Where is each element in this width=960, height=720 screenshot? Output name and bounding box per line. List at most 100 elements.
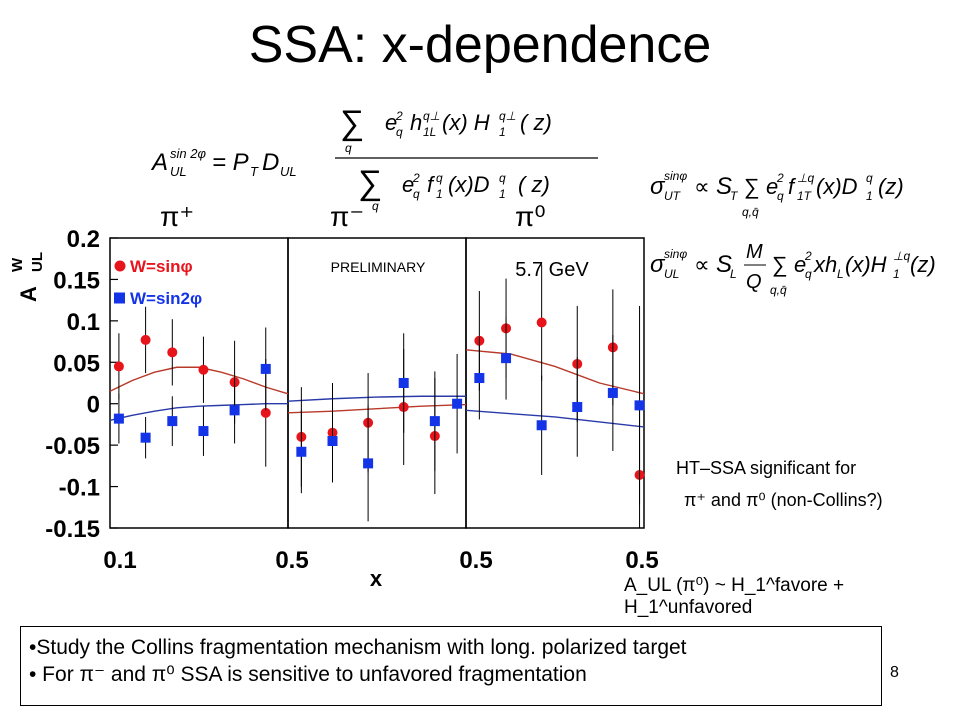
panel-label: π⁻ <box>330 201 364 232</box>
svg-text:f: f <box>788 174 797 199</box>
data-point-sin2phi <box>296 446 307 457</box>
svg-text:q⊥: q⊥ <box>499 109 516 123</box>
svg-text:q: q <box>777 189 784 203</box>
svg-text:T: T <box>250 164 259 179</box>
panel-label: π⁰ <box>515 201 546 232</box>
data-point-sinphi <box>198 364 209 375</box>
data-point-sin2phi <box>536 420 547 431</box>
svg-text:q,q̄: q,q̄ <box>770 283 787 297</box>
ht-note-line2: π⁺ and π⁰ (non-Collins?) <box>684 490 883 510</box>
data-point-sin2phi <box>429 416 440 427</box>
svg-text:1: 1 <box>499 125 506 139</box>
page-number: 8 <box>890 664 899 681</box>
svg-text:2: 2 <box>776 171 784 185</box>
svg-text:q: q <box>866 171 873 185</box>
slide-title: SSA: x-dependence <box>248 16 712 74</box>
sigma-ul-formula: σ sinφ UL ∝ S L M Q ∑ q,q̄ e 2 q xh L (x… <box>650 241 936 297</box>
data-point-sin2phi <box>572 402 583 413</box>
svg-text:∑: ∑ <box>772 252 788 277</box>
svg-text:1: 1 <box>499 187 506 201</box>
model-curve <box>465 409 645 428</box>
svg-text:h: h <box>410 110 422 135</box>
svg-text:⊥q: ⊥q <box>893 249 910 263</box>
x-tick-label: 0.5 <box>459 547 492 574</box>
formula-equals: = P <box>212 149 249 176</box>
svg-text:σ: σ <box>650 173 666 200</box>
panel-frame-1 <box>287 237 467 529</box>
svg-text:⊥q: ⊥q <box>797 171 814 185</box>
svg-text:M: M <box>746 241 763 263</box>
data-point-sin2phi <box>167 416 178 427</box>
svg-text:T: T <box>730 189 739 203</box>
panel-frame-0 <box>109 237 289 529</box>
data-point-sin2phi <box>113 413 124 424</box>
svg-text:1: 1 <box>893 267 900 281</box>
asymmetry-formula: A sin 2φ UL = P T D UL ∑ q e 2 q h q⊥ 1L… <box>150 104 598 213</box>
svg-text:q: q <box>396 125 403 139</box>
svg-text:(x)D: (x)D <box>816 174 858 199</box>
svg-text:2: 2 <box>395 109 403 123</box>
svg-text:2: 2 <box>412 171 420 185</box>
svg-text:UL: UL <box>29 252 46 272</box>
svg-text:∑: ∑ <box>744 174 760 199</box>
sigma-ut-formula: σ sinφ UT ∝ S T ∑ q,q̄ e 2 q f ⊥q 1T (x)… <box>650 169 904 219</box>
legend-label: W=sin2φ <box>130 289 202 308</box>
svg-text:1T: 1T <box>797 189 813 203</box>
panel-label: π⁺ <box>160 201 194 232</box>
y-tick-label: -0.1 <box>59 475 100 502</box>
y-tick-label: -0.15 <box>45 516 100 543</box>
y-tick-label: 0.2 <box>67 226 100 253</box>
svg-text:(x)D: (x)D <box>448 172 490 197</box>
svg-text:∝: ∝ <box>694 252 710 277</box>
ssa-chart: 0.20.150.10.050-0.05-0.1-0.150.1 0.5 0.5 0.… <box>9 201 659 591</box>
svg-text:q⊥: q⊥ <box>423 109 440 123</box>
model-curve <box>287 395 466 402</box>
data-point-sin2phi <box>634 400 645 411</box>
svg-text:S: S <box>716 173 732 200</box>
svg-text:A: A <box>16 286 41 302</box>
svg-text:L: L <box>837 267 844 281</box>
x-tick-label: 0.5 <box>625 547 658 574</box>
model-curve <box>287 403 467 414</box>
model-curve <box>109 366 289 395</box>
y-tick-label: 0.1 <box>67 309 100 336</box>
svg-text:1: 1 <box>436 187 443 201</box>
svg-text:f: f <box>427 172 436 197</box>
svg-text:q: q <box>372 199 379 213</box>
svg-text:xh: xh <box>813 252 837 277</box>
data-point-sin2phi <box>398 378 409 388</box>
svg-text:q: q <box>499 171 506 185</box>
svg-text:q,q̄: q,q̄ <box>742 205 759 219</box>
svg-text:(x) H: (x) H <box>442 110 490 135</box>
svg-text:(z): (z) <box>878 174 904 199</box>
data-point-sin2phi <box>607 387 618 398</box>
legend-label: W=sinφ <box>130 257 193 276</box>
data-point-sin2phi <box>474 373 485 384</box>
x-tick-label: 0.5 <box>275 547 308 574</box>
ht-note-line1: HT–SSA significant for <box>676 458 857 478</box>
data-point-sin2phi <box>140 432 151 443</box>
svg-text:q: q <box>436 171 443 185</box>
svg-text:UT: UT <box>664 189 682 203</box>
data-point-sinphi <box>140 334 151 345</box>
svg-text:D: D <box>262 149 279 176</box>
svg-text:σ: σ <box>650 251 666 278</box>
svg-text:q: q <box>413 187 420 201</box>
formula-lhs-sub: UL <box>170 164 187 179</box>
aul-relation: A_UL (π⁰) ~ H_1^favore + H_1^unfavored <box>624 575 845 618</box>
energy-label: 5.7 GeV <box>515 259 589 281</box>
data-point-sinphi <box>113 361 124 372</box>
model-curve <box>109 403 288 421</box>
formula-lhs-sup: sin 2φ <box>170 146 206 161</box>
model-curve <box>465 349 645 395</box>
data-point-sin2phi <box>327 436 338 446</box>
data-point-sin2phi <box>363 458 374 469</box>
data-point-sin2phi <box>452 398 463 409</box>
y-axis-label: A ULW <box>9 252 46 302</box>
svg-text:e: e <box>794 252 806 277</box>
y-tick-label: 0.15 <box>53 267 100 294</box>
bullet-collins: •Study the Collins fragmentation mechani… <box>29 636 687 659</box>
data-point-sinphi <box>167 347 178 358</box>
svg-text:Q: Q <box>746 271 762 293</box>
svg-text:2: 2 <box>804 249 812 263</box>
